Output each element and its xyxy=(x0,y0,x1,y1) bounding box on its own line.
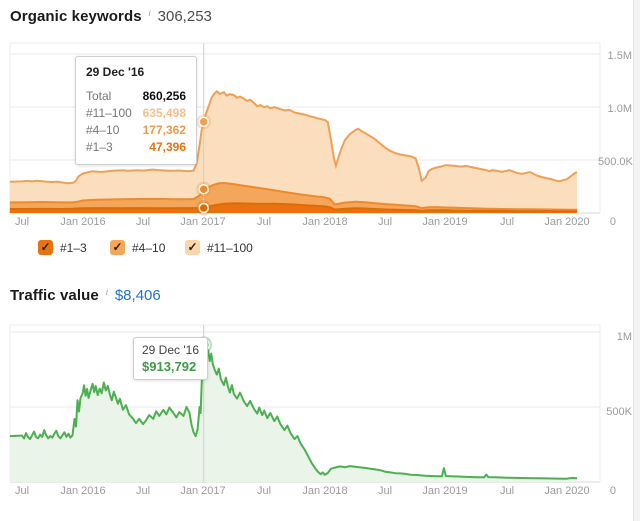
x-tick: Jan 2016 xyxy=(60,216,106,228)
x-tick: Jul xyxy=(499,216,515,228)
y-tick: 1.5M xyxy=(607,50,632,62)
x-tick: Jan 2016 xyxy=(60,485,106,497)
traffic-value-tooltip: 29 Dec '16 $913,792 xyxy=(133,337,208,380)
checkbox-1-3[interactable]: ✓ xyxy=(38,240,53,255)
info-icon[interactable]: i xyxy=(148,8,151,18)
marker-total xyxy=(196,114,212,130)
tooltip-value: 47,396 xyxy=(149,140,186,154)
marker-4-10 xyxy=(196,181,212,197)
organic-keywords-tooltip: 29 Dec '16 Total 860,256 #11–100 635,498… xyxy=(75,56,197,165)
x-tick: Jul xyxy=(14,485,30,497)
tooltip-row-4-10: #4–10 177,362 xyxy=(86,122,186,139)
band-fill-4-10 xyxy=(9,183,578,213)
organic-keywords-chart[interactable] xyxy=(0,40,640,220)
tooltip-label: #1–3 xyxy=(86,140,113,154)
x-tick: Jan 2017 xyxy=(180,216,226,228)
x-tick: Jan 2019 xyxy=(422,216,468,228)
band-line-4-10 xyxy=(9,181,578,211)
x-tick: Jan 2020 xyxy=(544,485,590,497)
traffic-value-title: Traffic value xyxy=(10,287,99,304)
marker-1-3 xyxy=(196,200,212,216)
x-tick: Jul xyxy=(377,216,393,228)
legend-item-11-100[interactable]: ✓ #11–100 xyxy=(185,240,253,255)
x-tick: Jul xyxy=(135,216,151,228)
legend-label: #11–100 xyxy=(207,240,253,255)
tooltip-value: $913,792 xyxy=(142,359,197,374)
legend-item-4-10[interactable]: ✓ #4–10 xyxy=(110,240,165,255)
band-fill-11-100 xyxy=(9,91,578,213)
info-icon[interactable]: i xyxy=(105,287,108,297)
y-tick: 500K xyxy=(606,406,632,418)
y-tick: 1M xyxy=(616,331,632,343)
tooltip-date: 29 Dec '16 xyxy=(142,343,199,357)
legend-label: #4–10 xyxy=(132,240,166,255)
legend-label: #1–3 xyxy=(60,240,87,255)
band-line-1-3 xyxy=(9,202,578,213)
page-edge-strip xyxy=(633,0,640,521)
x-tick: Jan 2019 xyxy=(422,485,468,497)
traffic-value-amount[interactable]: $8,406 xyxy=(114,287,161,304)
legend-item-1-3[interactable]: ✓ #1–3 xyxy=(38,240,87,255)
tooltip-value: 860,256 xyxy=(142,89,186,103)
organic-keywords-count: 306,253 xyxy=(157,8,212,25)
x-tick: Jul xyxy=(256,216,272,228)
tooltip-value: 177,362 xyxy=(142,123,186,137)
tooltip-label: Total xyxy=(86,89,112,103)
y-tick-zero: 0 xyxy=(609,485,616,497)
tooltip-label: #11–100 xyxy=(86,106,132,120)
y-tick: 500.0K xyxy=(598,156,633,168)
traffic-value-chart[interactable] xyxy=(0,318,640,490)
x-tick: Jan 2020 xyxy=(544,216,590,228)
checkbox-4-10[interactable]: ✓ xyxy=(110,240,125,255)
tooltip-row-11-100: #11–100 635,498 xyxy=(86,105,186,122)
tooltip-row-1-3: #1–3 47,396 xyxy=(86,139,186,156)
traffic-value-header: Traffic value i $8,406 xyxy=(10,287,161,304)
x-tick: Jul xyxy=(377,485,393,497)
checkbox-11-100[interactable]: ✓ xyxy=(185,240,200,255)
y-tick-zero: 0 xyxy=(609,216,616,228)
organic-keywords-title: Organic keywords xyxy=(10,8,142,25)
tooltip-row-total: Total 860,256 xyxy=(86,88,186,105)
y-tick: 1.0M xyxy=(607,103,632,115)
tooltip-value: 635,498 xyxy=(142,106,186,120)
tooltip-label: #4–10 xyxy=(86,123,120,137)
x-tick: Jan 2018 xyxy=(302,485,348,497)
x-tick: Jul xyxy=(135,485,151,497)
tooltip-date: 29 Dec '16 xyxy=(86,65,145,79)
organic-keywords-header: Organic keywords i 306,253 xyxy=(10,8,212,25)
x-tick: Jul xyxy=(499,485,515,497)
x-tick: Jan 2017 xyxy=(180,485,226,497)
x-tick: Jul xyxy=(256,485,272,497)
x-tick: Jan 2018 xyxy=(302,216,348,228)
traffic-area-fill xyxy=(9,344,578,482)
band-line-11-100 xyxy=(9,89,578,185)
x-tick: Jul xyxy=(14,216,30,228)
